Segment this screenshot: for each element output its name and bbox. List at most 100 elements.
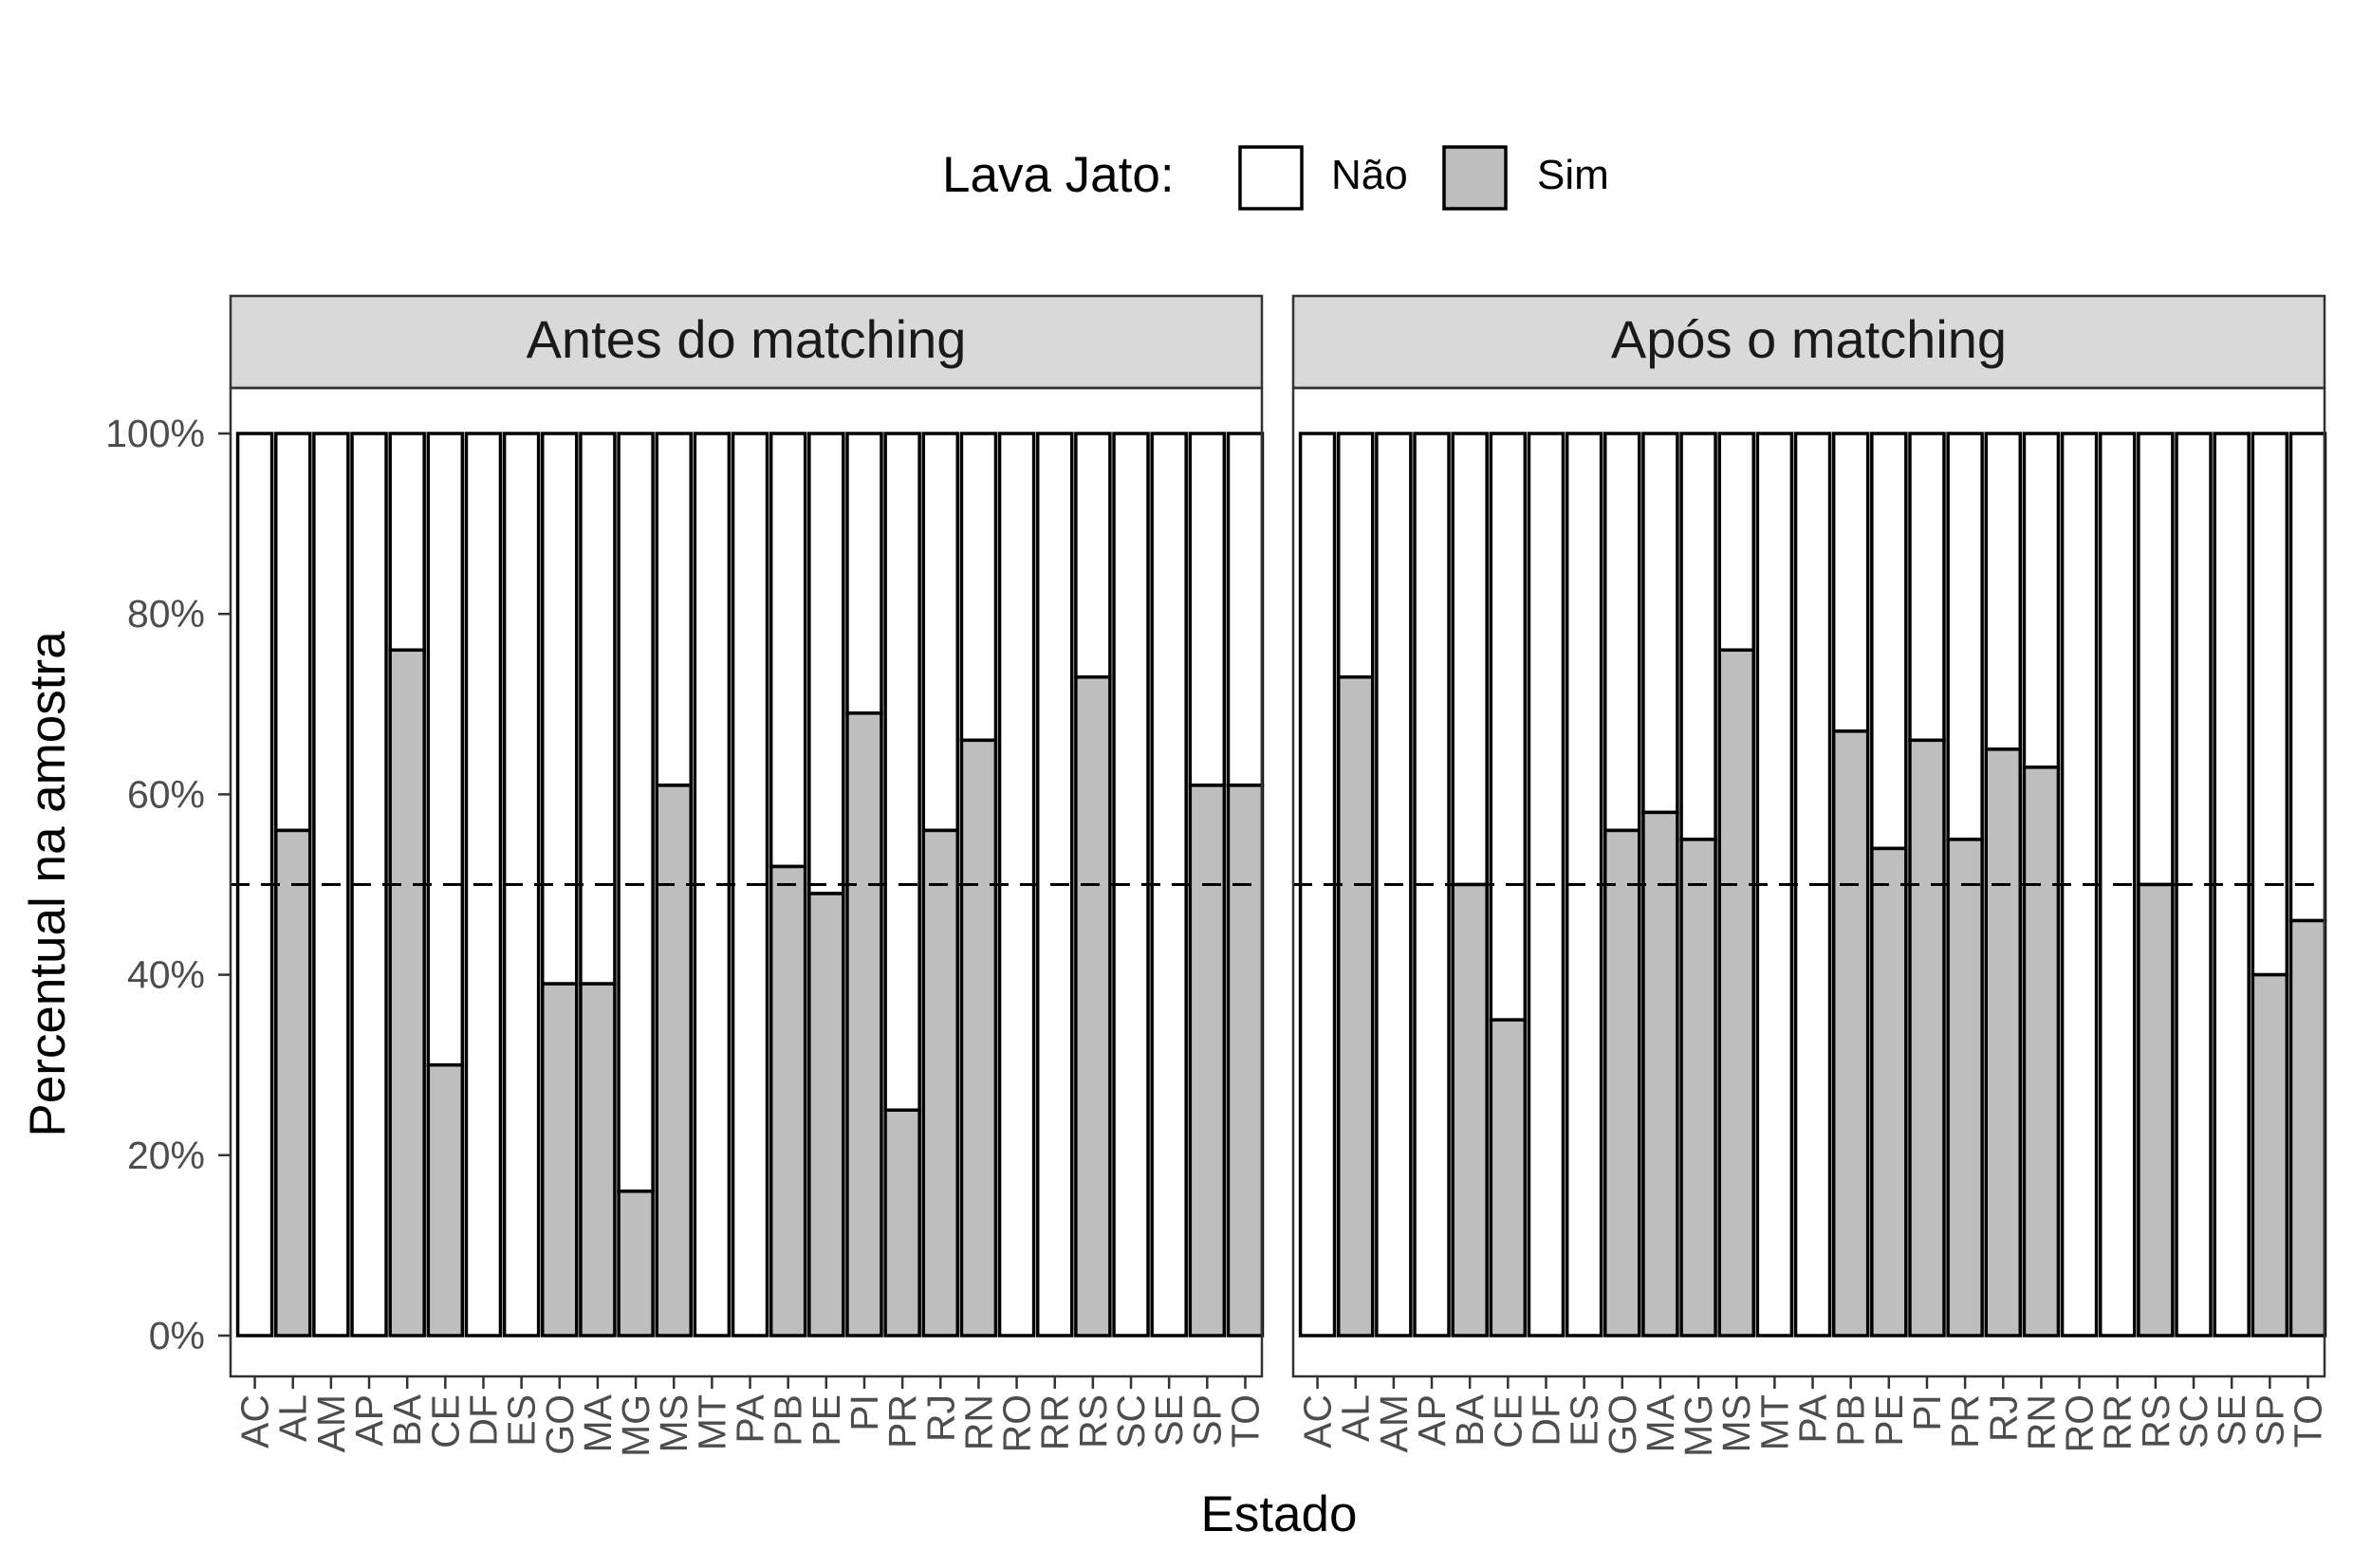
bar-sim-CE (426, 1062, 465, 1337)
x-tick-label: MT (690, 1394, 733, 1450)
bar-sim-TO (2288, 918, 2327, 1337)
x-tick-label: GO (538, 1394, 582, 1455)
bars-group (1298, 432, 2327, 1337)
bar-nao-AL (273, 432, 312, 833)
bar-nao-RN (2022, 432, 2061, 769)
x-axis-title: Estado (1200, 1486, 1357, 1542)
x-tick-label: SP (1185, 1394, 1229, 1447)
legend-title: Lava Jato: (942, 147, 1175, 203)
x-tick-label: AL (271, 1394, 315, 1442)
bar-nao-SP (1188, 432, 1227, 787)
bar-sim-SP (1188, 784, 1227, 1337)
x-tick-label: SE (2210, 1394, 2253, 1447)
x-tick-label: AP (1410, 1394, 1454, 1447)
y-tick-label: 0% (149, 1314, 205, 1357)
x-tick-label: RR (1033, 1394, 1077, 1450)
panel-strip (229, 294, 1264, 390)
panel-title: Após o matching (1611, 309, 2007, 369)
bar-sim-BA (1451, 882, 1489, 1337)
x-tick-label: CE (423, 1394, 467, 1448)
y-axis: 0% 20% 40% 60% 80% 100% (105, 412, 231, 1357)
bar-nao-PB (769, 432, 807, 869)
x-tick-label: MS (652, 1394, 695, 1453)
panel-border (229, 386, 1264, 1378)
x-tick-label: RN (2019, 1394, 2063, 1450)
bar-nao-PR (883, 432, 921, 1112)
x-tick-label: AC (1296, 1394, 1340, 1448)
x-tick-label: AP (347, 1394, 391, 1447)
bar-sim-GO (1603, 828, 1641, 1337)
x-tick-label: RS (1071, 1394, 1115, 1448)
x-tick-label: MG (614, 1394, 658, 1457)
legend-key-nao (1238, 145, 1304, 211)
x-tick-label: PB (767, 1394, 810, 1447)
y-tick-label: 60% (127, 772, 205, 816)
x-tick-label: PR (880, 1394, 924, 1448)
x-ticks-group: ACALAMAPBACEDFESGOMAMGMSMTPAPBPEPIPRRJRN… (233, 1376, 1267, 1457)
x-tick-label: BA (1448, 1393, 1491, 1446)
bar-sim-AL (1336, 675, 1375, 1337)
legend-label-sim: Sim (1537, 152, 1609, 198)
x-tick-label: AM (309, 1394, 353, 1453)
x-tick-label: RO (995, 1394, 1039, 1453)
legend: Lava Jato: Não Sim (942, 145, 1609, 211)
bar-nao-MG (617, 432, 655, 1193)
bar-nao-CE (1489, 432, 1528, 1022)
bar-sim-RJ (921, 828, 960, 1337)
bar-nao-PI (845, 432, 883, 715)
bar-nao-CE (426, 432, 465, 1067)
x-tick-label: PE (1867, 1394, 1911, 1447)
bar-nao-GO (541, 432, 579, 986)
bar-nao-PE (807, 432, 845, 895)
x-tick-label: RJ (1981, 1394, 2025, 1442)
x-tick-label: PB (1829, 1394, 1873, 1447)
x-tick-label: RS (2134, 1394, 2177, 1448)
x-tick-label: DF (1524, 1394, 1567, 1447)
bar-sim-RN (2022, 766, 2061, 1337)
x-tick-label: SC (2172, 1394, 2215, 1448)
bar-nao-MA (1641, 432, 1679, 815)
bar-sim-MG (617, 1190, 655, 1337)
x-tick-label: SP (2248, 1394, 2291, 1447)
bars-group (235, 432, 1265, 1337)
bar-sim-AL (273, 828, 312, 1337)
y-tick-label: 80% (127, 592, 205, 636)
x-tick-label: RN (956, 1394, 1000, 1450)
x-tick-label: PI (843, 1394, 886, 1431)
bar-sim-PE (807, 892, 845, 1337)
x-tick-label: GO (1601, 1394, 1644, 1455)
panel-border (1291, 386, 2326, 1378)
bar-sim-CE (1489, 1018, 1528, 1337)
bar-sim-MA (1641, 810, 1679, 1337)
bar-nao-MS (1717, 432, 1755, 652)
bar-sim-PB (769, 864, 807, 1337)
panel-apos-o-matching: Após o matching ACALAMAPBACEDFESGOMAMGMS… (1291, 294, 2329, 1457)
x-tick-label: AM (1372, 1394, 1416, 1453)
x-tick-label: MT (1752, 1394, 1796, 1450)
y-tick-label: 40% (127, 953, 205, 997)
x-tick-label: RR (2096, 1394, 2140, 1450)
bar-nao-MS (655, 432, 693, 787)
x-tick-label: MS (1714, 1394, 1758, 1453)
bar-sim-BA (388, 648, 426, 1337)
panel-antes-do-matching: Antes do matching ACALAMAPBACEDFESGOMAMG… (229, 294, 1267, 1457)
legend-label-nao: Não (1331, 152, 1408, 198)
x-tick-label: PE (805, 1394, 848, 1447)
x-tick-label: SE (1147, 1394, 1191, 1447)
bar-sim-TO (1226, 784, 1265, 1337)
x-tick-label: PI (1905, 1394, 1949, 1431)
x-tick-label: PA (729, 1393, 772, 1443)
bar-sim-PB (1831, 729, 1870, 1337)
bar-sim-PI (845, 711, 883, 1337)
bar-sim-MA (579, 982, 617, 1337)
bar-nao-TO (2288, 432, 2327, 923)
bar-sim-PR (883, 1108, 921, 1337)
bar-sim-MG (1679, 838, 1717, 1337)
bar-nao-PI (1908, 432, 1946, 743)
x-tick-label: PR (1943, 1394, 1987, 1448)
x-tick-label: TO (2286, 1394, 2329, 1448)
bar-nao-MG (1679, 432, 1717, 841)
bar-nao-RJ (921, 432, 960, 833)
bar-nao-RS (1074, 432, 1112, 679)
